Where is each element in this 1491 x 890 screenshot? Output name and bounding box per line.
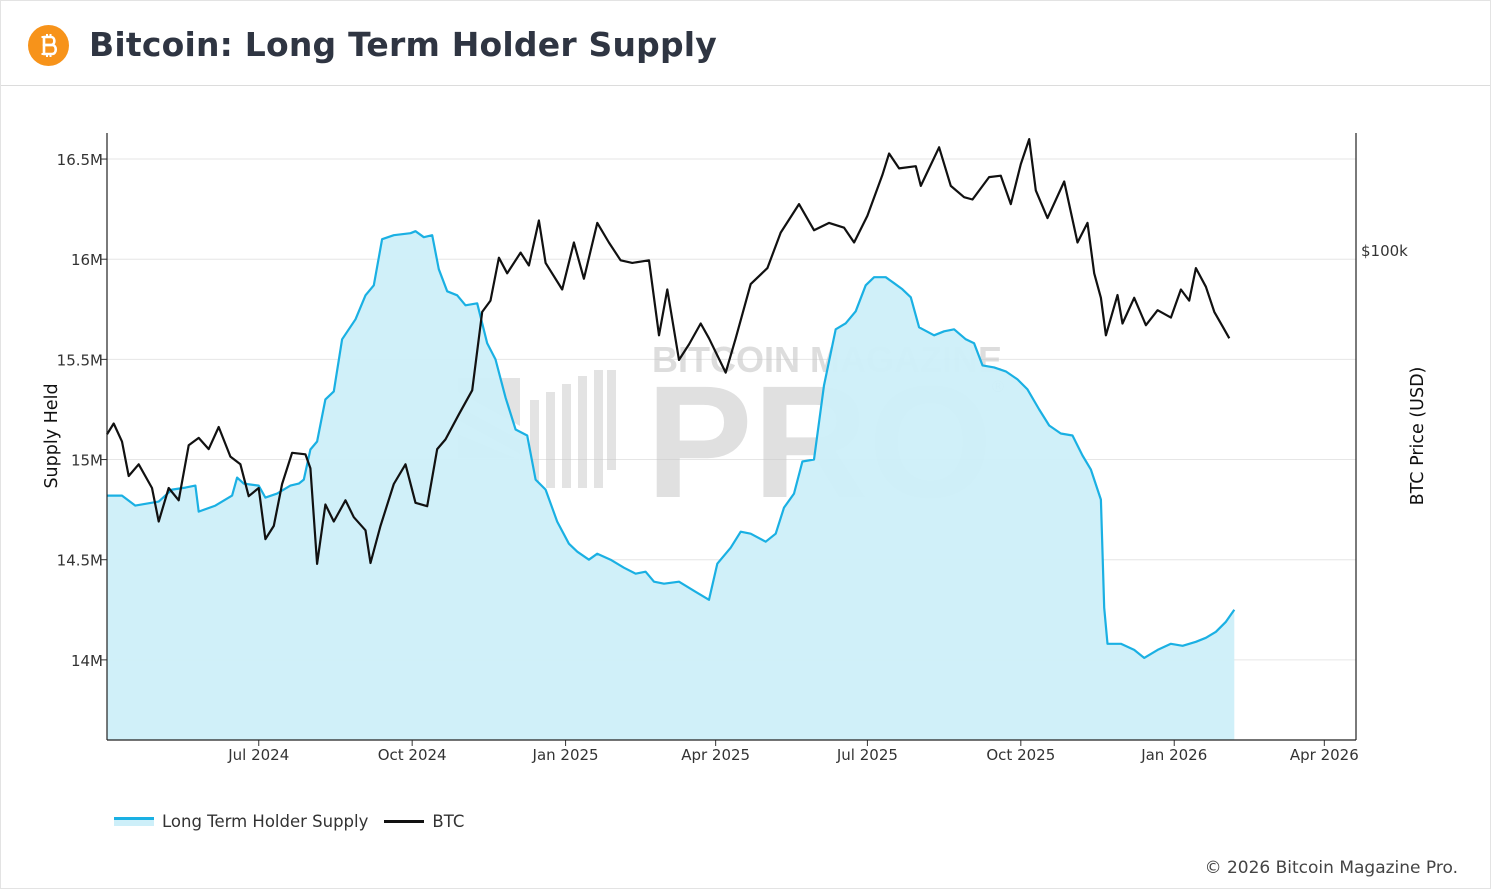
chart-legend: Long Term Holder Supply BTC: [114, 808, 480, 834]
x-tick-label: Jul 2025: [836, 746, 898, 764]
x-tick-label: Apr 2026: [1290, 746, 1359, 764]
x-tick-label: Oct 2024: [378, 746, 447, 764]
legend-label-btc: BTC: [432, 811, 465, 831]
y-right-tick-label: $100k: [1361, 242, 1408, 260]
copyright-notice: © 2026 Bitcoin Magazine Pro.: [1204, 858, 1458, 878]
y-tick-label: 14.5M: [57, 552, 103, 570]
page-title: Bitcoin: Long Term Holder Supply: [89, 25, 718, 64]
y-tick-label: 16M: [71, 251, 103, 269]
x-tick-label: Jan 2026: [1140, 746, 1207, 764]
bitcoin-logo-icon: [28, 25, 69, 66]
tick-labels: 14M 14.5M 15M 15.5M 16M 16.5M $100k Jul 2024 Oct…: [57, 151, 1409, 764]
legend-label-lths: Long Term Holder Supply: [162, 811, 369, 831]
x-tick-label: Oct 2025: [986, 746, 1055, 764]
legend-swatch-btc: [384, 819, 425, 823]
y-tick-label: 15.5M: [57, 351, 103, 369]
x-tick-label: Jan 2025: [532, 746, 599, 764]
chart-header: Bitcoin: Long Term Holder Supply: [0, 0, 1491, 86]
legend-item-btc[interactable]: BTC: [384, 812, 464, 831]
x-tick-label: Jul 2024: [227, 746, 289, 764]
legend-item-lths[interactable]: Long Term Holder Supply: [114, 812, 368, 831]
legend-swatch-lths: [114, 816, 154, 826]
y-axis-left-label: Supply Held: [42, 383, 62, 488]
lths-area: [107, 231, 1235, 740]
series-long-term-holder-supply: [107, 230, 1236, 659]
x-tick-label: Apr 2025: [681, 746, 750, 764]
y-tick-label: 15M: [71, 452, 103, 470]
y-tick-label: 14M: [71, 652, 103, 670]
series-btc: [106, 138, 1231, 565]
y-tick-label: 16.5M: [57, 151, 103, 169]
y-axis-right-label: BTC Price (USD): [1408, 367, 1428, 506]
axes: [101, 133, 1357, 746]
